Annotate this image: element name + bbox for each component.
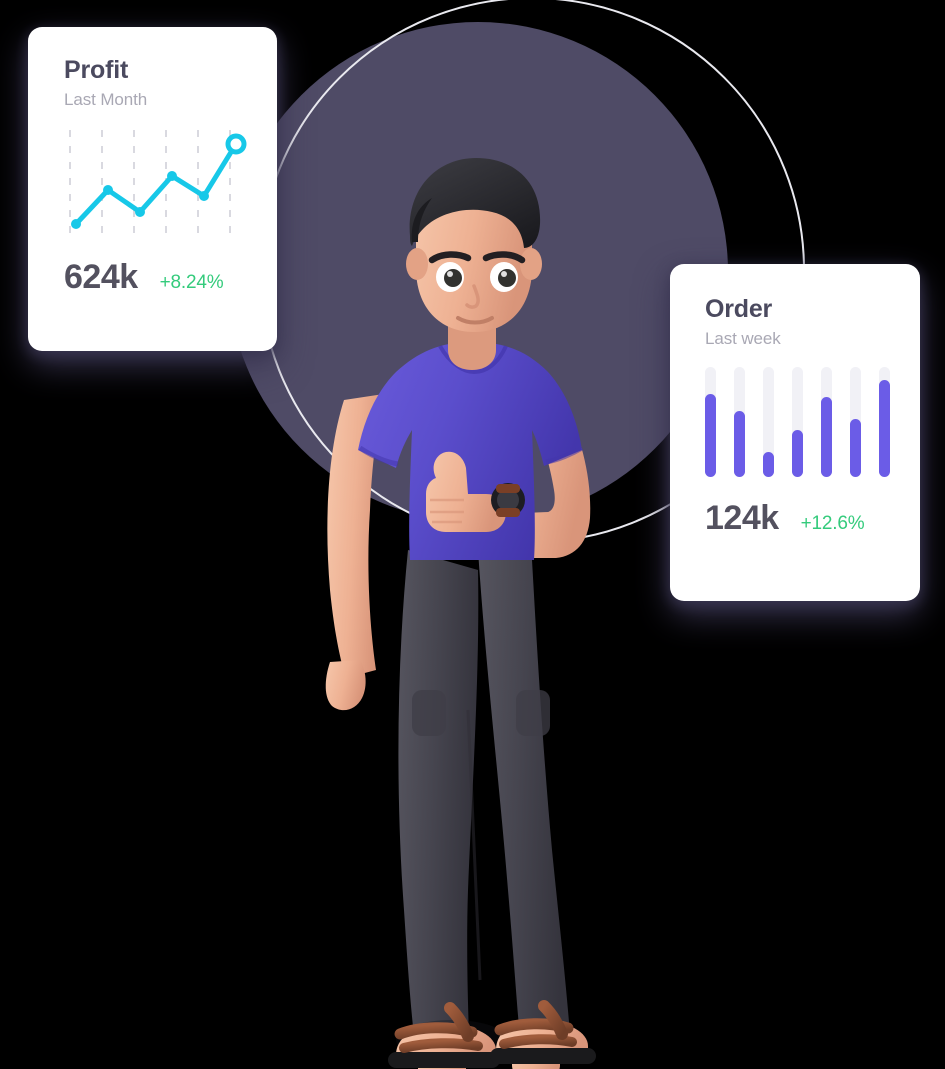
character-shirt [358,342,584,560]
order-delta: +12.6% [800,512,865,534]
order-card-subtitle: Last week [705,328,781,348]
character-legs [398,550,572,1065]
chart-gridlines [69,129,231,234]
chart-data-points [71,133,247,229]
order-value: 124k [705,498,779,537]
order-metrics: 124k +12.6% [705,499,892,538]
profit-card[interactable]: Profit Last Month [28,27,277,351]
order-card-title: Order [705,295,773,323]
bar-track[interactable] [763,366,774,477]
bar-fill [792,430,803,477]
profit-line-chart[interactable] [64,128,256,236]
profit-card-title: Profit [64,56,129,84]
bar-track[interactable] [734,366,745,477]
bar-track[interactable] [705,366,716,477]
bar-fill [879,379,890,477]
bar-fill [821,397,832,477]
bar-track[interactable] [850,366,861,477]
character-illustration [325,158,596,1069]
order-card[interactable]: Order Last week 124k +12.6% [670,264,920,601]
chart-series-line [73,141,239,226]
order-bars-container [705,366,890,477]
character-thumbs-up-hand [426,451,525,532]
bar-track[interactable] [792,366,803,477]
bar-track[interactable] [879,366,890,477]
bar-fill [850,419,861,477]
profit-metrics: 624k +8.24% [64,258,249,297]
bar-fill [734,410,745,477]
character-head [406,158,542,332]
bar-track[interactable] [821,366,832,477]
profit-value: 624k [64,257,138,296]
character-sandals [388,1000,596,1068]
order-bar-chart[interactable] [705,366,890,477]
profit-delta: +8.24% [159,271,224,293]
profit-card-subtitle: Last Month [64,89,148,109]
bar-fill [763,452,774,477]
profit-chart-svg [69,129,247,234]
bar-fill [705,394,716,477]
